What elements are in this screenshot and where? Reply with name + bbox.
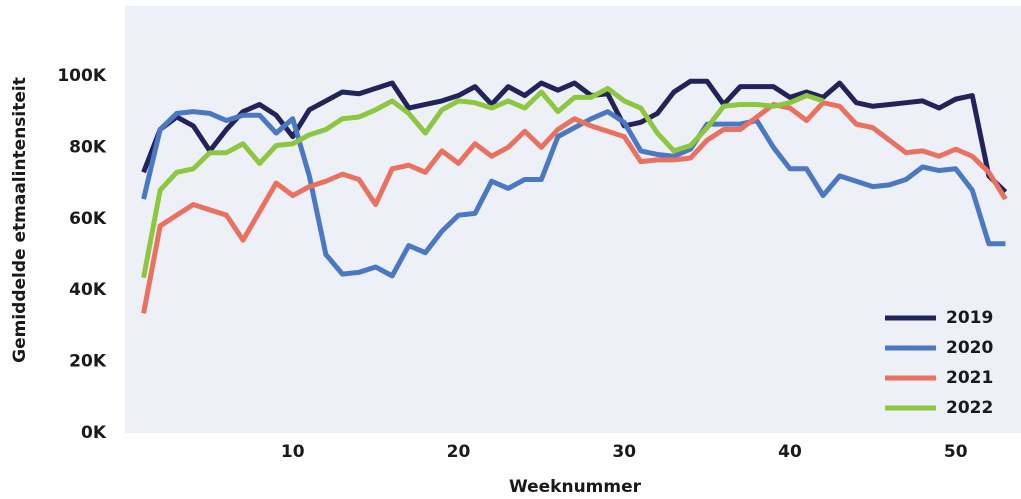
line-2020 (141, 109, 1006, 279)
legend-label: 2020 (946, 338, 993, 358)
plot-area (125, 6, 1021, 433)
legend-label: 2022 (946, 398, 993, 418)
y-tick-label: 80K (69, 137, 107, 157)
y-tick-label: 40K (69, 280, 107, 300)
x-axis-label: Weeknummer (509, 477, 642, 497)
y-tick-label: 100K (57, 66, 106, 86)
y-axis-label: Gemiddelde etmaalintensiteit (10, 77, 30, 363)
legend-label: 2019 (946, 308, 993, 328)
x-tick-label: 50 (944, 442, 968, 462)
y-tick-label: 20K (69, 352, 107, 372)
line-2021 (141, 100, 1008, 314)
legend-label: 2021 (946, 368, 993, 388)
line-2019 (141, 78, 1008, 194)
x-tick-label: 10 (281, 442, 305, 462)
y-tick-label: 60K (69, 209, 107, 229)
x-tick-label: 20 (447, 442, 471, 462)
line-2022 (141, 85, 824, 279)
x-tick-label: 30 (612, 442, 636, 462)
x-tick-label: 40 (778, 442, 802, 462)
y-tick-label: 0K (81, 423, 107, 443)
